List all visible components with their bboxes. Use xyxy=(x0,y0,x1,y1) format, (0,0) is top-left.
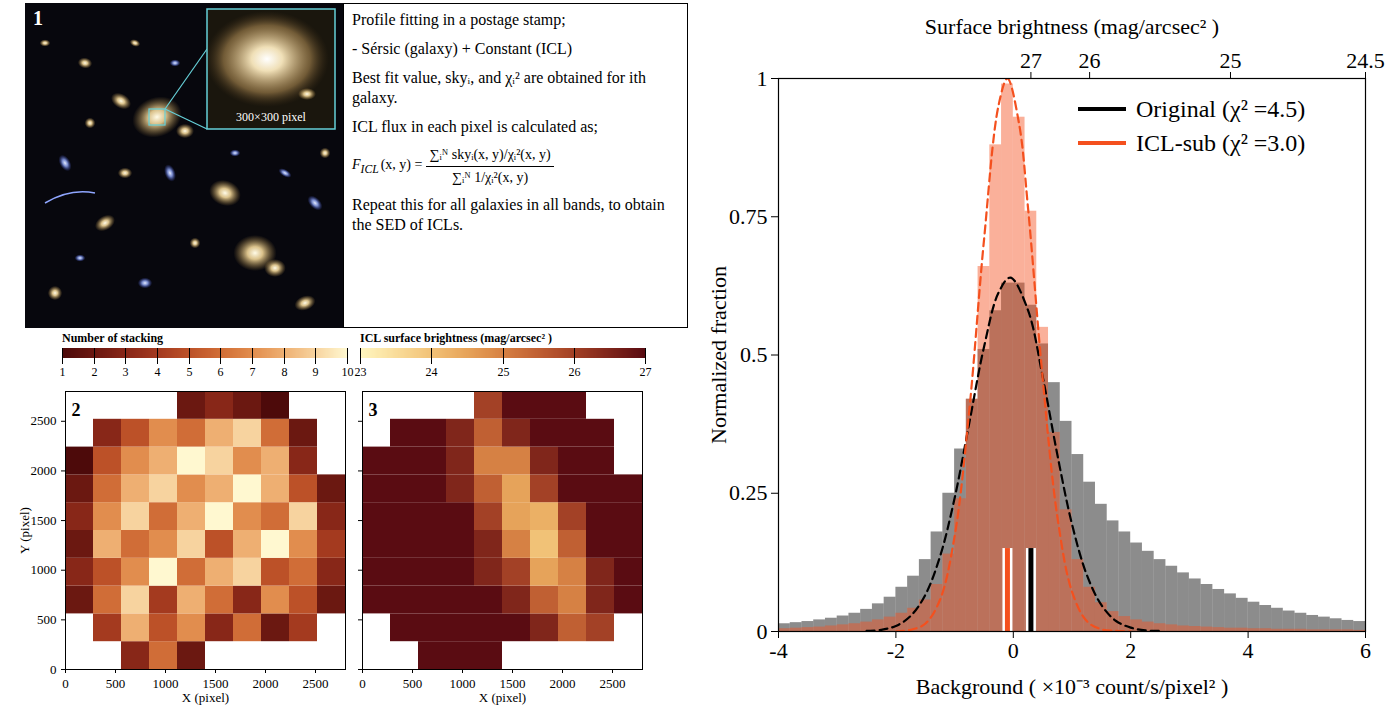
svg-text:2: 2 xyxy=(1125,638,1136,663)
svg-text:1500: 1500 xyxy=(31,513,57,528)
svg-text:25: 25 xyxy=(1219,48,1241,73)
svg-text:2500: 2500 xyxy=(31,413,57,428)
svg-text:Normalized fraction: Normalized fraction xyxy=(706,266,731,444)
svg-text:500: 500 xyxy=(403,676,423,691)
svg-text:0: 0 xyxy=(62,676,69,691)
svg-text:500: 500 xyxy=(37,612,57,627)
svg-text:0.25: 0.25 xyxy=(729,480,768,505)
svg-text:4: 4 xyxy=(1243,638,1254,663)
svg-text:9: 9 xyxy=(313,365,319,379)
svg-text:4: 4 xyxy=(155,365,161,379)
svg-text:8: 8 xyxy=(282,365,288,379)
svg-text:0.5: 0.5 xyxy=(740,342,768,367)
svg-text:2000: 2000 xyxy=(253,676,279,691)
svg-text:Number of stacking: Number of stacking xyxy=(62,331,163,345)
svg-text:24.5: 24.5 xyxy=(1346,48,1385,73)
svg-text:-2: -2 xyxy=(887,638,905,663)
svg-text:0: 0 xyxy=(359,676,366,691)
svg-text:25: 25 xyxy=(498,365,510,379)
svg-text:1: 1 xyxy=(60,365,66,379)
html-text:∑ᵢᴺ 1/χᵢ²(x, y): ∑ᵢᴺ 1/χᵢ²(x, y) xyxy=(452,169,529,185)
html-text:Original (χ² =4.5): Original (χ² =4.5) xyxy=(1136,95,1306,122)
svg-text:0.75: 0.75 xyxy=(729,204,768,229)
svg-text:1000: 1000 xyxy=(153,676,179,691)
svg-text:1: 1 xyxy=(757,66,768,91)
svg-text:27: 27 xyxy=(1020,48,1042,73)
svg-text:6: 6 xyxy=(218,365,224,379)
svg-text:Surface brightness (mag/arcsec: Surface brightness (mag/arcsec² ) xyxy=(925,14,1219,39)
svg-text:10: 10 xyxy=(342,365,354,379)
svg-text:23: 23 xyxy=(355,365,367,379)
html-text:- Sérsic (galaxy) + Constant (: - Sérsic (galaxy) + Constant (ICL) xyxy=(352,40,573,57)
svg-text:0: 0 xyxy=(1008,638,1019,663)
html-text:∑ᵢᴺ skyᵢ(x, y)/χᵢ²(x, y): ∑ᵢᴺ skyᵢ(x, y)/χᵢ²(x, y) xyxy=(429,147,551,162)
svg-text:2500: 2500 xyxy=(303,676,329,691)
svg-text:6: 6 xyxy=(1360,638,1371,663)
svg-text:26: 26 xyxy=(1079,48,1101,73)
svg-text:24: 24 xyxy=(426,365,438,379)
svg-text:-4: -4 xyxy=(769,638,787,663)
html-text:Repeat this for all galaxies i: Repeat this for all galaxies in all band… xyxy=(352,196,665,233)
svg-text:2000: 2000 xyxy=(550,676,576,691)
svg-text:Background ( ×10⁻³ count/s/pix: Background ( ×10⁻³ count/s/pixel² ) xyxy=(916,674,1228,699)
html-text:Profile fitting in a postage s: Profile fitting in a postage stamp; xyxy=(352,11,566,28)
svg-text:X (pixel): X (pixel) xyxy=(479,690,526,705)
svg-text:0: 0 xyxy=(757,619,768,644)
svg-text:500: 500 xyxy=(106,676,126,691)
svg-text:300×300 pixel: 300×300 pixel xyxy=(236,110,306,124)
svg-text:Y (pixel): Y (pixel) xyxy=(17,507,32,554)
svg-text:3: 3 xyxy=(369,400,378,420)
svg-text:2: 2 xyxy=(72,400,81,420)
html-text:Best fit value, skyᵢ, and χᵢ²: Best fit value, skyᵢ, and χᵢ² are obtain… xyxy=(352,69,646,106)
svg-text:2: 2 xyxy=(92,365,98,379)
svg-text:0: 0 xyxy=(50,662,57,677)
html-text:ICL flux in each pixel is calc: ICL flux in each pixel is calculated as; xyxy=(352,118,598,135)
svg-text:1000: 1000 xyxy=(450,676,476,691)
html-text:ICL-sub (χ² =3.0): ICL-sub (χ² =3.0) xyxy=(1136,129,1306,156)
svg-text:1500: 1500 xyxy=(203,676,229,691)
svg-text:2500: 2500 xyxy=(600,676,626,691)
svg-text:5: 5 xyxy=(187,365,193,379)
svg-text:1500: 1500 xyxy=(500,676,526,691)
svg-text:1: 1 xyxy=(33,7,43,29)
svg-text:2000: 2000 xyxy=(31,463,57,478)
svg-text:3: 3 xyxy=(123,365,129,379)
svg-text:X (pixel): X (pixel) xyxy=(182,690,229,705)
svg-text:ICL surface brightness (mag/ar: ICL surface brightness (mag/arcsec² ) xyxy=(360,331,552,345)
svg-text:27: 27 xyxy=(640,365,652,379)
html-text:FICL(x, y) =: FICL(x, y) = xyxy=(352,157,423,176)
svg-text:1000: 1000 xyxy=(31,562,57,577)
svg-text:7: 7 xyxy=(250,365,256,379)
svg-text:26: 26 xyxy=(569,365,581,379)
